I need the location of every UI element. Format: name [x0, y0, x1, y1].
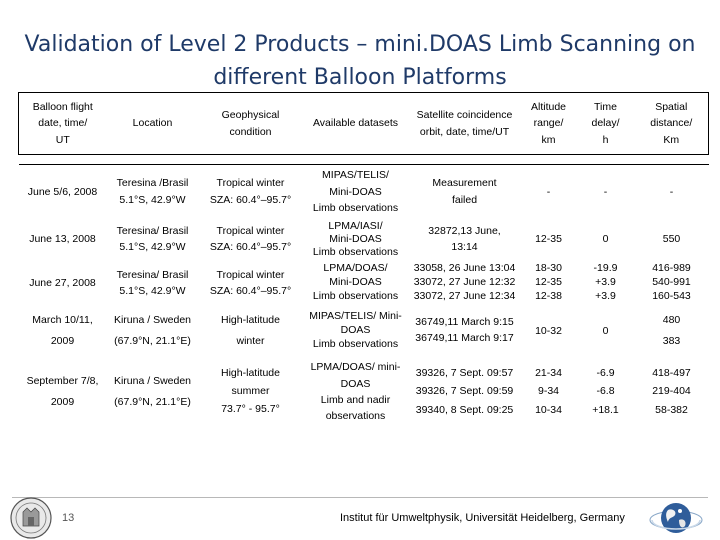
cell-datasets: MIPAS/TELIS/ Mini- DOAS Limb observation… [309, 310, 402, 350]
cell-satellite: 36749,11 March 9:15 36749,11 March 9:17 [415, 316, 514, 344]
cell-location: Teresina /Brasil 5.1°S, 42.9°W [116, 177, 189, 206]
cell-satellite: 39326, 7 Sept. 09:57 39326, 7 Sept. 09:5… [415, 366, 514, 417]
cell-date: June 27, 2008 [29, 276, 96, 289]
header-satellite: Satellite coincidence orbit, date, time/… [408, 92, 521, 155]
cell-datasets: LPMA/DOAS/ Mini-DOAS Limb observations [312, 262, 399, 302]
cell-condition: High-latitude summer 73.7° - 95.7° [221, 367, 280, 415]
slide-title: Validation of Level 2 Products – mini.DO… [24, 32, 696, 90]
cell-condition: Tropical winter SZA: 60.4°–95.7° [209, 224, 292, 254]
cell-satellite: 32872,13 June, 13:14 [428, 224, 501, 254]
cell-condition: Tropical winter SZA: 60.4°–95.7° [209, 177, 292, 206]
cell-altitude: - [546, 185, 551, 198]
header-distance: Spatial distance/ Km [634, 92, 709, 155]
cell-delay: - [603, 185, 608, 198]
cell-delay: 0 [602, 324, 609, 337]
cell-delay: -6.9 -6.8 +18.1 [592, 366, 619, 417]
cell-altitude: 10-32 [535, 324, 562, 337]
cell-delay: -19.9 +3.9 +3.9 [593, 262, 618, 302]
cell-datasets: LPMA/IASI/ Mini-DOAS Limb observations [312, 219, 399, 258]
header-datasets: Available datasets [302, 92, 409, 155]
table-row: March 10/11, 2009 Kiruna / Sweden (67.9°… [19, 306, 709, 356]
header-flight-date: Balloon flight date, time/ UT [18, 92, 107, 155]
cell-altitude: 18-30 12-35 12-38 [535, 262, 562, 302]
cell-location: Teresina/ Brasil 5.1°S, 42.9°W [116, 224, 189, 254]
cell-altitude: 21-34 9-34 10-34 [535, 366, 562, 417]
cell-date: June 5/6, 2008 [27, 185, 98, 198]
cell-location: Kiruna / Sweden (67.9°N, 21.1°E) [113, 374, 192, 408]
cell-condition: High-latitude winter [221, 313, 280, 347]
table-row: June 13, 2008 Teresina/ Brasil 5.1°S, 42… [19, 219, 709, 260]
cell-satellite: Measurement failed [432, 177, 497, 206]
cell-date: March 10/11, 2009 [32, 313, 93, 347]
cell-datasets: MIPAS/TELIS/ Mini-DOAS Limb observations [312, 169, 399, 214]
cell-distance: 418-497 219-404 58-382 [652, 366, 691, 417]
cell-altitude: 12-35 [535, 233, 562, 246]
cell-distance: 550 [662, 233, 681, 246]
validation-table: Balloon flight date, time/ UT Location G… [18, 92, 709, 428]
header-condition: Geophysical condition [198, 92, 303, 155]
cell-distance: 416-989 540-991 160-543 [652, 262, 691, 302]
cell-distance: 480 383 [662, 313, 681, 347]
header-altitude: Altitude range/ km [520, 92, 577, 155]
cell-date: June 13, 2008 [29, 233, 96, 246]
table-header-row: Balloon flight date, time/ UT Location G… [18, 92, 709, 155]
cell-satellite: 33058, 26 June 13:04 33072, 27 June 12:3… [413, 262, 516, 302]
cell-delay: 0 [602, 233, 609, 246]
cell-location: Kiruna / Sweden (67.9°N, 21.1°E) [113, 313, 192, 347]
institute-footer: Institut für Umweltphysik, Universität H… [340, 512, 625, 524]
header-time-delay: Time delay/ h [576, 92, 635, 155]
cell-distance: - [669, 185, 674, 198]
table-row: September 7/8, 2009 Kiruna / Sweden (67.… [19, 356, 709, 428]
table-row: June 27, 2008 Teresina/ Brasil 5.1°S, 42… [19, 260, 709, 306]
cell-date: September 7/8, 2009 [26, 374, 99, 408]
header-location: Location [106, 92, 199, 155]
footer-divider [12, 497, 708, 498]
cell-location: Teresina/ Brasil 5.1°S, 42.9°W [116, 268, 189, 297]
university-seal-icon [10, 497, 52, 539]
page-number: 13 [62, 512, 75, 524]
header-spacer-row [18, 154, 709, 165]
table-row: June 5/6, 2008 Teresina /Brasil 5.1°S, 4… [19, 165, 709, 219]
cell-datasets: LPMA/DOAS/ mini- DOAS Limb and nadir obs… [310, 361, 401, 423]
globe-logo-icon [649, 503, 703, 533]
cell-condition: Tropical winter SZA: 60.4°–95.7° [209, 268, 292, 297]
